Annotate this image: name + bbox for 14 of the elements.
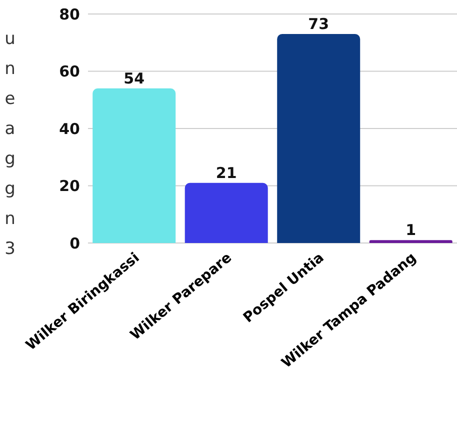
y-tick-label: 60 <box>59 62 80 81</box>
data-label: 73 <box>308 15 330 34</box>
bar <box>369 240 452 243</box>
data-label: 21 <box>216 164 237 182</box>
bar <box>184 182 268 243</box>
y-tick-label: 20 <box>59 177 80 196</box>
bar <box>277 34 360 243</box>
data-label: 54 <box>124 69 145 88</box>
data-label: 1 <box>406 221 416 240</box>
y-tick-label: 40 <box>59 120 80 138</box>
bar <box>92 88 176 243</box>
y-tick-label: 0 <box>70 234 80 252</box>
y-tick-label: 80 <box>59 5 80 24</box>
y-axis-title: uneaggn3 <box>4 29 16 259</box>
